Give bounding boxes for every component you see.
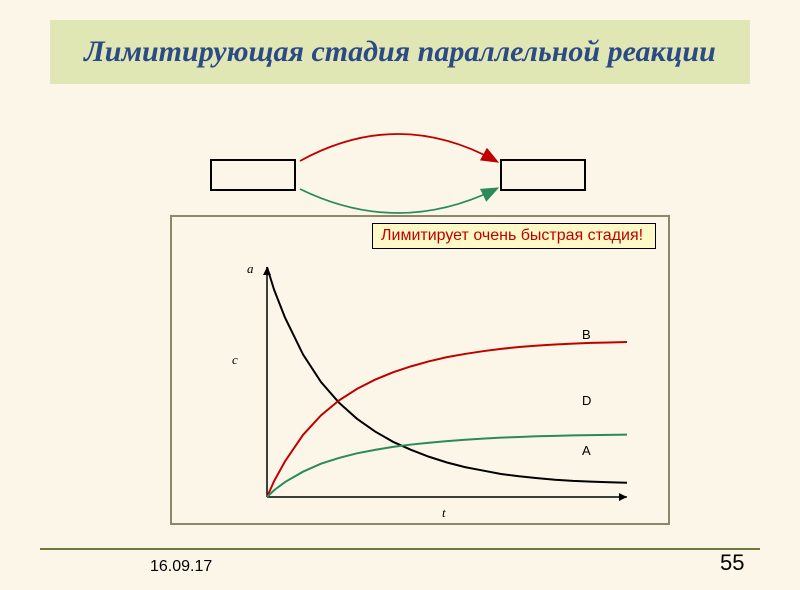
slide: Лимитирующая стадия параллельной реакции…: [0, 0, 800, 590]
x-axis-label: t: [442, 505, 446, 521]
y-axis-label: c: [232, 352, 238, 368]
product-box: [500, 159, 586, 191]
footer-divider: [40, 548, 760, 550]
reaction-scheme: [210, 135, 590, 215]
curve-label-a: A: [582, 443, 591, 458]
footer-date: 16.09.17: [150, 558, 212, 576]
title-band: Лимитирующая стадия параллельной реакции: [50, 20, 750, 84]
curve-label-d: D: [582, 393, 591, 408]
curve-label-b: B: [582, 327, 591, 342]
reactant-box: [210, 159, 296, 191]
arrow-fast-icon: [300, 134, 496, 161]
page-number: 55: [720, 550, 744, 576]
arrow-slow-icon: [300, 189, 496, 213]
chart-frame: Лимитирует очень быстрая стадия! c t a A…: [170, 215, 670, 525]
initial-concentration-label: a: [247, 261, 254, 277]
slide-title: Лимитирующая стадия параллельной реакции: [60, 34, 740, 70]
